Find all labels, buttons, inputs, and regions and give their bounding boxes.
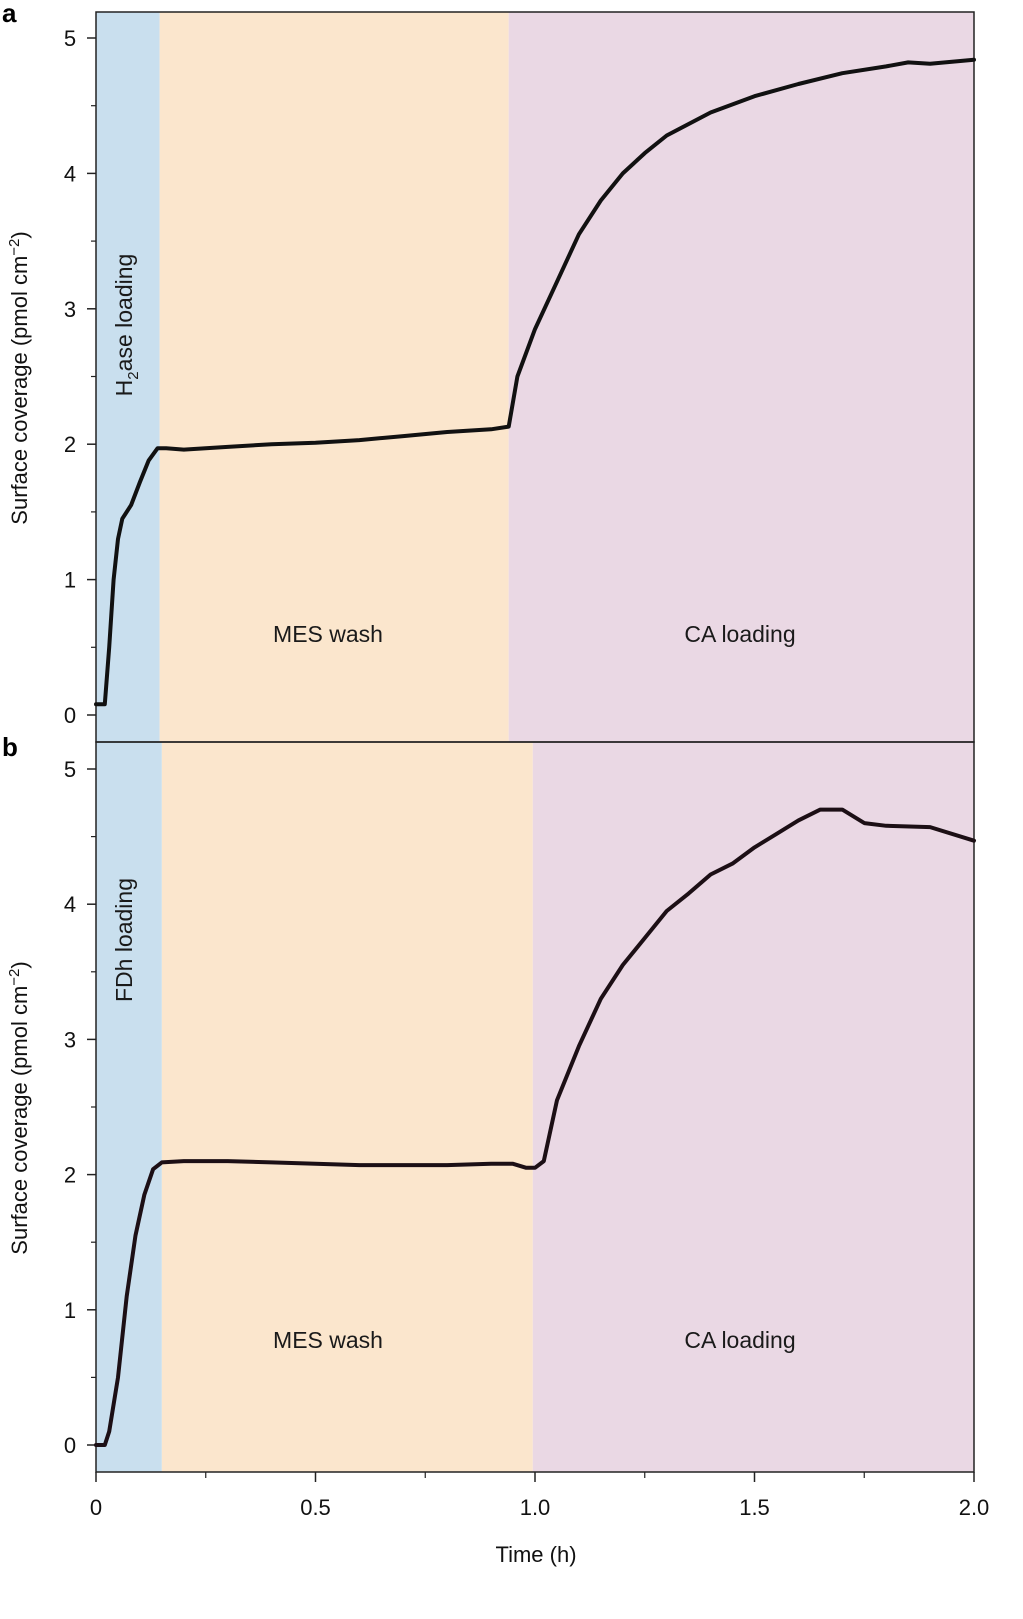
panel-b-ytick-label-4: 4 [64, 892, 76, 917]
panel-b-ca-loading-label: CA loading [684, 1327, 795, 1353]
panel-a-region-0 [96, 12, 160, 742]
panel-a-ytick-label-0: 0 [64, 703, 76, 728]
panel-b-regions [96, 742, 974, 1472]
xtick-label-2.0: 2.0 [959, 1495, 990, 1520]
panel-a-y-axis-title: Surface coverage (pmol cm−2) [6, 231, 32, 524]
xtick-label-0.5: 0.5 [300, 1495, 331, 1520]
panel-b-y-axis: 0 1 2 3 4 5 [64, 757, 96, 1458]
panel-a-regions [96, 12, 974, 742]
panel-b-y-axis-title: Surface coverage (pmol cm−2) [6, 961, 32, 1254]
panel-b-mes-wash-label: MES wash [273, 1327, 383, 1353]
panel-b-ytick-label-0: 0 [64, 1433, 76, 1458]
panel-a-ytick-label-1: 1 [64, 568, 76, 593]
panel-b-region-1 [161, 742, 533, 1472]
panel-a-ca-loading-label: CA loading [684, 621, 795, 647]
panel-b-series-line [94, 807, 976, 1447]
x-axis: 0 0.5 1.0 1.5 2.0 [90, 1472, 989, 1520]
xtick-label-1.5: 1.5 [739, 1495, 770, 1520]
panel-b-ytick-label-1: 1 [64, 1298, 76, 1323]
panel-a-mes-wash-label: MES wash [273, 621, 383, 647]
x-axis-title: Time (h) [495, 1542, 576, 1567]
panel-a-region-1 [159, 12, 509, 742]
panel-a-y-axis: 0 1 2 3 4 5 [64, 26, 96, 728]
panel-a-h2ase-loading-label: H2ase loading [111, 254, 142, 397]
panel-b-ytick-label-5: 5 [64, 757, 76, 782]
panel-a-ytick-label-4: 4 [64, 161, 76, 186]
xtick-label-1.0: 1.0 [520, 1495, 551, 1520]
panel-b-letter: b [2, 732, 18, 762]
panel-b-region-0 [96, 742, 162, 1472]
xtick-label-0: 0 [90, 1495, 102, 1520]
panel-b-ytick-label-2: 2 [64, 1163, 76, 1188]
panel-b-region-2 [532, 742, 974, 1472]
panel-a-ytick-label-5: 5 [64, 26, 76, 51]
panel-a-letter: a [2, 0, 17, 28]
panel-a-ytick-label-2: 2 [64, 432, 76, 457]
panel-a-ytick-label-3: 3 [64, 297, 76, 322]
panel-b-fdh-loading-label: FDh loading [111, 878, 137, 1002]
panel-a-series-line [94, 57, 976, 707]
panel-a-region-2 [508, 12, 974, 742]
panel-b-ytick-label-3: 3 [64, 1027, 76, 1052]
